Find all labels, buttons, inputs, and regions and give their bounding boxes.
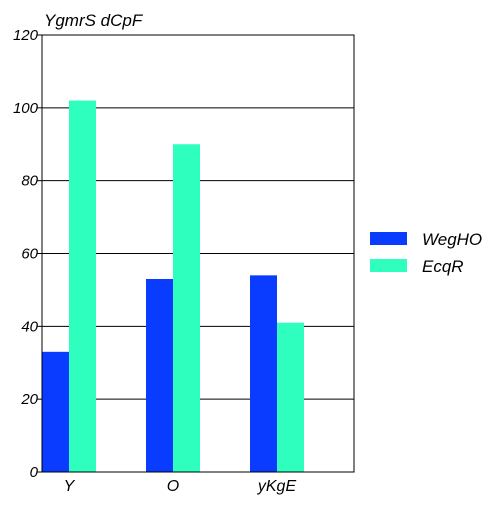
bar-EcqR-Y	[69, 100, 96, 473]
bar-WegHO-O	[146, 278, 173, 472]
plot-frame	[41, 34, 355, 473]
y-tick-label: 20	[20, 391, 38, 408]
bar-WegHO-Y	[42, 351, 69, 472]
chart-title: YgmrS dCpF	[44, 11, 144, 30]
bar-WegHO-yKgE	[250, 275, 277, 472]
x-tick-label: Y	[64, 478, 76, 495]
y-tick-label: 120	[13, 27, 39, 44]
y-tick-label: 40	[21, 318, 38, 335]
y-tick-label: 60	[21, 246, 38, 263]
y-tick-label: 80	[21, 173, 38, 190]
legend-swatch-WegHO	[370, 232, 407, 245]
y-tick-label: 0	[30, 464, 39, 481]
legend-swatch-EcqR	[370, 259, 407, 272]
legend: WegHO EcqR	[370, 230, 482, 276]
x-tick-label: yKgE	[257, 478, 297, 495]
bar-EcqR-yKgE	[277, 322, 304, 472]
y-tick-label: 100	[13, 100, 39, 117]
x-tick-label: O	[167, 478, 179, 495]
bar-EcqR-O	[173, 144, 200, 472]
bars	[42, 100, 304, 473]
legend-label: EcqR	[422, 257, 464, 276]
legend-label: WegHO	[422, 230, 482, 249]
